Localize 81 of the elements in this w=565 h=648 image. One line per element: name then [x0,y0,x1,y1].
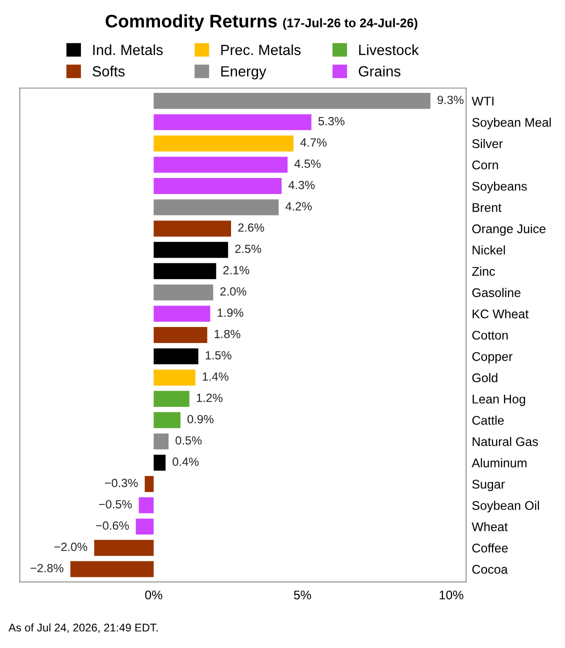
bar [154,327,208,343]
legend-label: Ind. Metals [93,44,163,56]
bar [154,199,279,216]
data-label: 2.6% [238,223,264,232]
y-tick-label: Natural Gas [472,436,538,446]
bar [154,114,312,130]
data-label: 2.1% [223,266,250,274]
data-label: −0.5% [99,500,132,508]
y-tick-label: Wheat [472,522,508,532]
bar [154,135,294,152]
data-label: 4.2% [285,202,312,210]
y-tick-label: Brent [472,203,502,212]
y-tick-label: Soybean Meal [472,118,551,130]
y-tick-label: Cocoa [472,564,508,574]
bar [70,561,154,578]
y-tick-label: Copper [472,352,512,364]
y-tick-label: Lean Hog [472,394,526,406]
data-label: 0.4% [172,458,199,466]
data-label: 4.5% [294,160,321,168]
y-tick-label: Gasoline [472,288,520,298]
y-tick-label: Orange Juice [472,224,546,236]
x-tick-label: 0% [145,590,162,600]
data-label: 1.4% [202,372,228,381]
chart-subtitle: (17-Jul-26 to 24-Jul-26) [283,18,418,30]
data-label: 2.0% [220,287,246,296]
data-label: 0.5% [176,436,202,445]
y-tick-label: Silver [472,138,503,148]
data-label: 1.2% [196,394,222,402]
bar [154,92,430,109]
y-tick-label: Zinc [472,266,495,276]
y-tick-label: Nickel [472,245,505,255]
bar [154,220,232,237]
legend-label: Softs [92,66,125,76]
data-label: 0.9% [187,414,214,424]
chart-title: Commodity Returns [106,14,277,32]
bar [154,156,288,173]
x-tick-label: 5% [294,590,312,600]
data-label: −2.0% [54,542,88,552]
bar [154,242,228,258]
legend-label: Energy [221,66,266,80]
bar [154,412,180,428]
bar [138,497,154,514]
bar [154,454,166,471]
y-tick-label: Soybean Oil [472,500,539,512]
bar [154,390,190,407]
y-tick-label: Cattle [472,416,504,425]
data-label: 1.5% [206,351,232,360]
y-tick-label: KC Wheat [472,309,529,318]
data-label: −2.8% [30,564,64,572]
data-label: 1.8% [214,330,240,338]
y-tick-label: Corn [472,160,498,170]
bar [154,178,282,194]
text: As of Jul 24, 2026, 21:49 EDT. [8,623,158,633]
bar [94,540,154,556]
data-label: 4.7% [300,138,327,147]
y-tick-label: Aluminum [472,458,526,468]
data-label: 5.3% [318,116,344,126]
y-tick-label: Gold [472,373,498,382]
data-label: 1.9% [218,308,244,317]
bar [154,263,216,280]
legend-label: Prec. Metals [221,44,301,56]
bar [154,348,198,364]
y-tick-label: Soybeans [472,182,527,194]
data-label: 4.3% [288,180,315,190]
bar [154,433,169,450]
bar [154,370,196,386]
data-label: 9.3% [438,96,464,104]
x-tick-label: 10% [440,590,464,600]
y-tick-label: Coffee [472,543,508,553]
y-tick-label: WTI [472,96,494,106]
bar [154,306,210,322]
bar [144,476,154,492]
data-label: 2.5% [235,244,262,254]
y-tick-label: Sugar [472,480,505,492]
legend-label: Livestock [359,44,419,56]
bar [154,284,214,300]
data-label: −0.6% [96,521,129,530]
bar [136,518,154,535]
data-label: −0.3% [104,478,138,488]
y-tick-label: Cotton [472,330,508,340]
legend-label: Grains [358,66,400,76]
